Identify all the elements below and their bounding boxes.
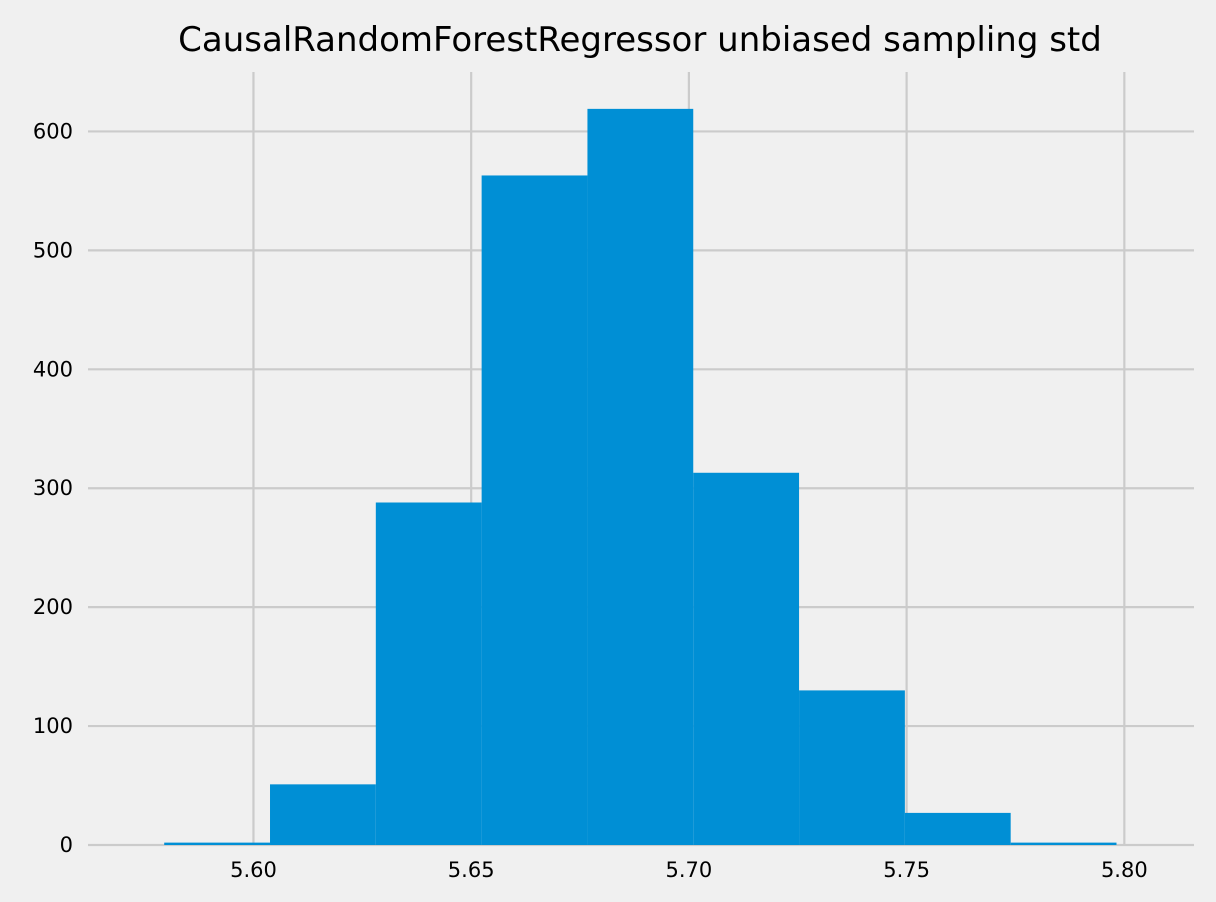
histogram-bar: [693, 472, 800, 845]
histogram-bar: [904, 812, 1011, 845]
x-tick-label: 5.80: [1101, 858, 1148, 882]
x-tick-label: 5.60: [230, 858, 277, 882]
x-axis-ticks: 5.60 5.65 5.70 5.75 5.80: [230, 858, 1148, 882]
histogram-bar: [481, 175, 588, 845]
histogram-bar: [164, 842, 271, 845]
x-tick-label: 5.70: [666, 858, 713, 882]
histogram-bar: [1010, 842, 1117, 845]
y-axis-ticks: 0 100 200 300 400 500 600: [33, 119, 73, 857]
x-tick-label: 5.75: [883, 858, 930, 882]
x-tick-label: 5.65: [448, 858, 495, 882]
histogram-bar: [587, 108, 694, 846]
chart-title: CausalRandomForestRegressor unbiased sam…: [178, 20, 1102, 60]
histogram-bar: [270, 784, 376, 845]
histogram-bar: [799, 690, 905, 845]
y-tick-label: 200: [33, 595, 73, 619]
y-tick-label: 400: [33, 357, 73, 381]
histogram-bar: [375, 502, 482, 845]
y-tick-label: 300: [33, 476, 73, 500]
y-tick-label: 500: [33, 238, 73, 262]
y-tick-label: 600: [33, 119, 73, 143]
y-tick-label: 0: [60, 833, 73, 857]
histogram-bars: [164, 108, 1117, 846]
y-tick-label: 100: [33, 714, 73, 738]
